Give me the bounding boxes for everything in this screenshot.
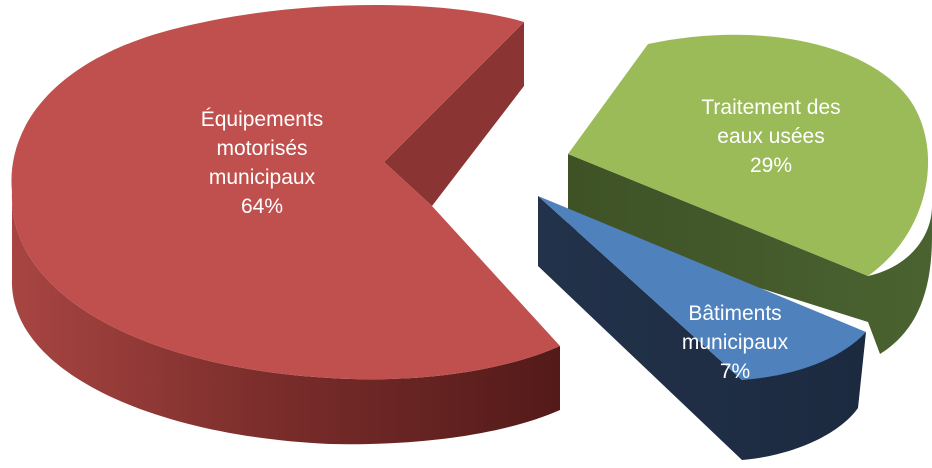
- slice-name-line: Traitement des: [701, 96, 840, 119]
- slice-name-line: motorisés: [216, 137, 307, 160]
- slice-value-label: 7%: [720, 360, 750, 383]
- slice-traitement-top: [568, 34, 929, 276]
- label-batiments: Bâtiments municipaux 7%: [682, 302, 789, 383]
- slice-value-label: 64%: [241, 195, 283, 218]
- slice-equipements-wall: [11, 192, 560, 445]
- label-traitement: Traitement des eaux usées 29%: [701, 96, 840, 177]
- slice-name-line: Bâtiments: [688, 302, 781, 325]
- slice-name-line: municipaux: [209, 166, 316, 189]
- slice-equipements: [11, 4, 561, 445]
- slice-traitement-wall: [568, 154, 932, 354]
- slice-batiments-top: [538, 196, 866, 380]
- slice-name-line: municipaux: [682, 331, 789, 354]
- slice-equipements-top: [11, 4, 561, 380]
- slice-batiments-wall: [538, 196, 866, 460]
- slice-value-label: 29%: [750, 154, 792, 177]
- slice-name-line: eaux usées: [717, 125, 824, 148]
- slice-equipements-cut-face: [384, 22, 524, 206]
- slice-batiments: [538, 196, 866, 460]
- slice-traitement: [568, 34, 932, 354]
- label-equipements: Équipements motorisés municipaux 64%: [201, 108, 324, 218]
- slice-name-line: Équipements: [201, 108, 324, 131]
